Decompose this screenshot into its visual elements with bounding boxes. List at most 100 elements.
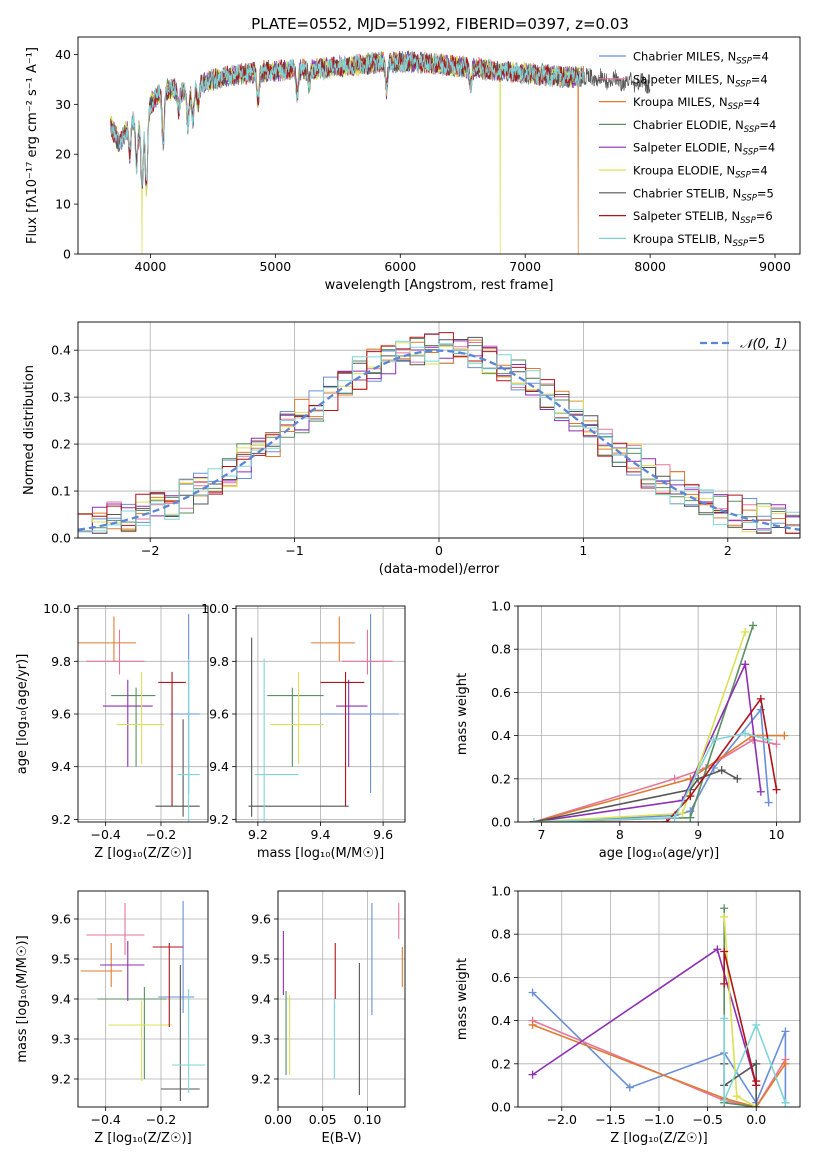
legend-label-normal: 𝒩(0, 1) [740,337,787,352]
x-tick-label: −0.2 [146,1112,176,1127]
weight-marker-kroupa-stelib [752,1020,761,1029]
y-tick-label: 0.4 [491,728,511,743]
normal-reference-curve [78,349,800,531]
weight-marker-salpeter-stelib [752,1077,761,1086]
y-tick-label: 9.3 [51,1032,71,1047]
x-tick-label: 0.0 [746,1112,766,1127]
weight-marker-chabrier-stelib [752,1103,761,1107]
y-tick-label: 0.6 [491,685,511,700]
legend-subscript: SSP [735,171,751,181]
y-tick-label: 9.4 [51,759,71,774]
axes-frame [517,605,801,823]
errorbar-chabrier-miles [169,613,200,794]
x-tick-label: 9.4 [311,827,331,842]
errorbar-chabrier-elodie [111,687,156,767]
plot-area [529,621,789,822]
weight-line-salpeter-stelib [723,951,758,1086]
y-tick-label: 10.0 [201,601,229,616]
legend-nssp: =6 [756,209,773,223]
weight-marker-kroupa-stelib [720,1014,729,1023]
y-tick-label: 9.8 [51,654,71,669]
y-tick-label: 10.0 [43,601,71,616]
figure-title: PLATE=0552, MJD=51992, FIBERID=0397, z=0… [251,15,629,33]
y-axis-label: age [log₁₀(age/yr)] [15,654,30,775]
errorbar-kroupa-miles [311,616,355,662]
errorbar-salpeter-miles [86,903,145,955]
x-tick-label: −1.0 [644,1112,674,1127]
weight-marker-salpeter-stelib [720,947,729,956]
errorbar-chabrier-stelib [248,637,349,817]
panel-mass-vs-ebv: 0.00 0.05 0.10 9.2 9.3 9.4 9.5 9.6 E(B-V) [251,890,406,1146]
y-tick-label: 0.0 [51,531,71,546]
errorbar-kroupa-miles [78,616,137,662]
errorbar-salpeter-stelib [152,943,184,1027]
weight-marker-chabrier-elodie [749,621,757,630]
weight-marker-salpeter-stelib [756,694,765,703]
errorbar-chabrier-elodie [97,987,167,1079]
y-tick-label: 1.0 [491,599,511,614]
y-tick-label: 40 [55,47,71,62]
weight-marker-chabrier-miles [781,1027,790,1036]
x-axis-label: E(B-V) [321,1131,361,1146]
weight-marker-salpeter-miles [772,740,781,749]
weight-marker-salpeter-elodie [713,945,722,954]
weight-line-kroupa-miles [533,734,785,822]
weight-line-salpeter-elodie [532,948,757,1086]
weight-line-salpeter-elodie [533,661,762,822]
weight-marker-salpeter-miles [670,774,679,783]
weight-marker-chabrier-stelib [733,774,742,783]
x-axis-label: mass [log₁₀(M/M☉)] [257,846,384,861]
plot-area [110,49,651,254]
y-tick-label: 1.0 [491,884,511,899]
weight-marker-chabrier-miles [528,988,537,997]
legend-subscript: SSP [741,193,757,203]
y-axis-label: mass [log₁₀(M/M☉)] [15,935,30,1062]
plot-area [80,901,206,1101]
plot-area [78,613,200,822]
x-axis-label: age [log₁₀(age/yr)] [599,846,720,861]
x-tick-label: 8 [616,827,624,842]
x-tick-label: −1.5 [595,1112,625,1127]
y-tick-label: 0.6 [491,970,511,985]
legend-name: Kroupa MILES, N [633,95,728,109]
weight-marker-chabrier-stelib [694,774,703,783]
x-tick-label: 0.05 [309,1112,337,1127]
weight-marker-chabrier-miles [625,1083,634,1092]
y-tick-label: 9.6 [51,912,71,927]
y-tick-label: 9.2 [251,1072,271,1087]
y-tick-label: 9.6 [209,707,229,722]
legend-nssp: =4 [759,118,776,132]
y-tick-label: 9.6 [251,912,271,927]
y-tick-label: 0.4 [491,1013,511,1028]
axes-frame [77,36,801,255]
weight-marker-chabrier-elodie [686,813,695,822]
y-tick-label: 9.4 [251,992,271,1007]
legend-subscript: SSP [740,216,756,226]
x-tick-label: 0.10 [354,1112,382,1127]
errorbar-salpeter-elodie [336,679,368,767]
errorbar-salpeter-miles [342,629,393,675]
weight-marker-kroupa-stelib [670,813,679,822]
histogram-kroupa-stelib [78,340,800,538]
y-tick-label: 9.2 [51,1072,71,1087]
legend-name: Kroupa STELIB, N [633,232,733,246]
legend-nssp: =5 [757,186,774,200]
legend-subscript: SSP [735,79,751,89]
errorbar-kroupa-elodie [108,1001,173,1081]
weight-marker-chabrier-stelib [717,766,726,775]
x-tick-label: 7000 [509,259,541,274]
y-axis-label: mass weight [455,673,470,755]
x-tick-label: 6000 [384,259,416,274]
weight-marker-chabrier-stelib [752,1059,761,1068]
legend-nssp: =4 [743,95,760,109]
x-tick-label: 0.00 [264,1112,292,1127]
y-tick-label: 20 [55,147,71,162]
y-axis-label: mass weight [455,958,470,1040]
x-tick-label: 9.2 [248,827,268,842]
x-tick-label: −2.0 [547,1112,577,1127]
x-tick-label: −1 [285,543,303,558]
weight-marker-salpeter-stelib [686,792,695,801]
